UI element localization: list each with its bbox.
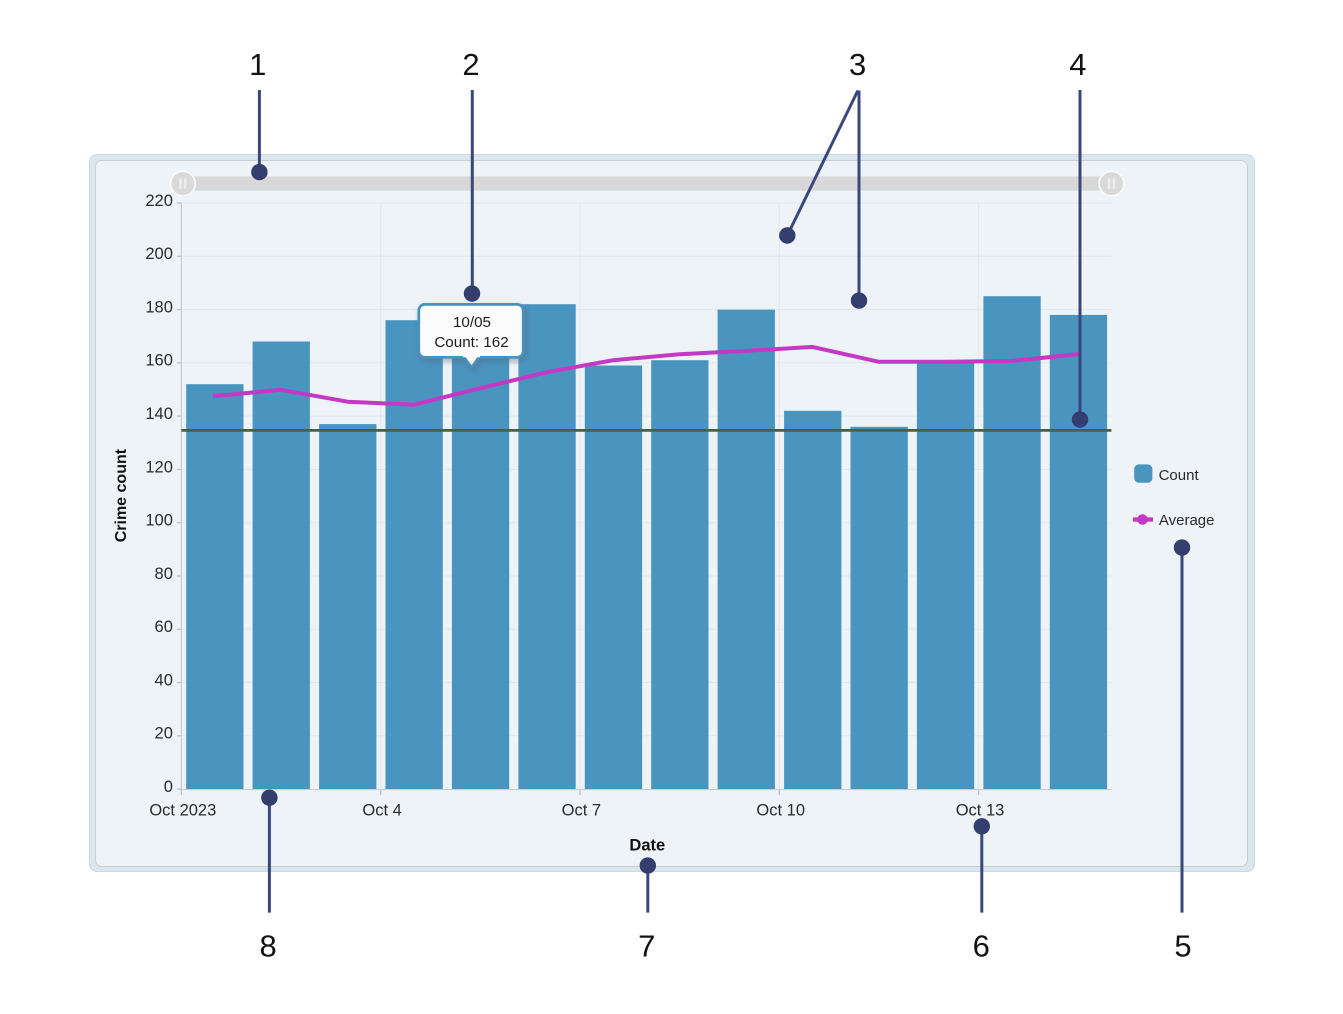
svg-text:80: 80 bbox=[155, 565, 173, 583]
svg-text:Oct 10: Oct 10 bbox=[756, 802, 805, 820]
svg-text:Oct 7: Oct 7 bbox=[562, 802, 601, 820]
svg-text:Average: Average bbox=[1159, 512, 1215, 529]
svg-text:10/05: 10/05 bbox=[453, 314, 491, 331]
svg-text:6: 6 bbox=[973, 928, 990, 963]
svg-text:160: 160 bbox=[145, 352, 173, 370]
svg-text:100: 100 bbox=[145, 512, 173, 530]
svg-text:180: 180 bbox=[145, 299, 173, 317]
svg-text:Count: Count bbox=[1159, 467, 1200, 484]
svg-text:3: 3 bbox=[849, 47, 866, 82]
svg-text:200: 200 bbox=[145, 245, 173, 263]
svg-text:220: 220 bbox=[145, 192, 173, 210]
svg-text:0: 0 bbox=[164, 778, 173, 796]
svg-text:Oct 13: Oct 13 bbox=[956, 802, 1005, 820]
svg-text:Count: 162: Count: 162 bbox=[434, 334, 508, 351]
svg-text:60: 60 bbox=[155, 618, 173, 636]
svg-text:Oct 4: Oct 4 bbox=[362, 802, 401, 820]
svg-text:Oct 2023: Oct 2023 bbox=[149, 802, 216, 820]
svg-text:40: 40 bbox=[155, 671, 173, 689]
svg-text:8: 8 bbox=[259, 928, 276, 963]
svg-text:Crime count: Crime count bbox=[113, 448, 130, 542]
svg-text:120: 120 bbox=[145, 458, 173, 476]
svg-text:7: 7 bbox=[638, 928, 655, 963]
svg-text:2: 2 bbox=[462, 47, 479, 82]
svg-text:4: 4 bbox=[1069, 47, 1086, 82]
svg-text:140: 140 bbox=[145, 405, 173, 423]
svg-text:Date: Date bbox=[629, 837, 665, 855]
svg-text:20: 20 bbox=[155, 725, 173, 743]
svg-text:1: 1 bbox=[249, 47, 266, 82]
svg-text:5: 5 bbox=[1174, 928, 1191, 963]
